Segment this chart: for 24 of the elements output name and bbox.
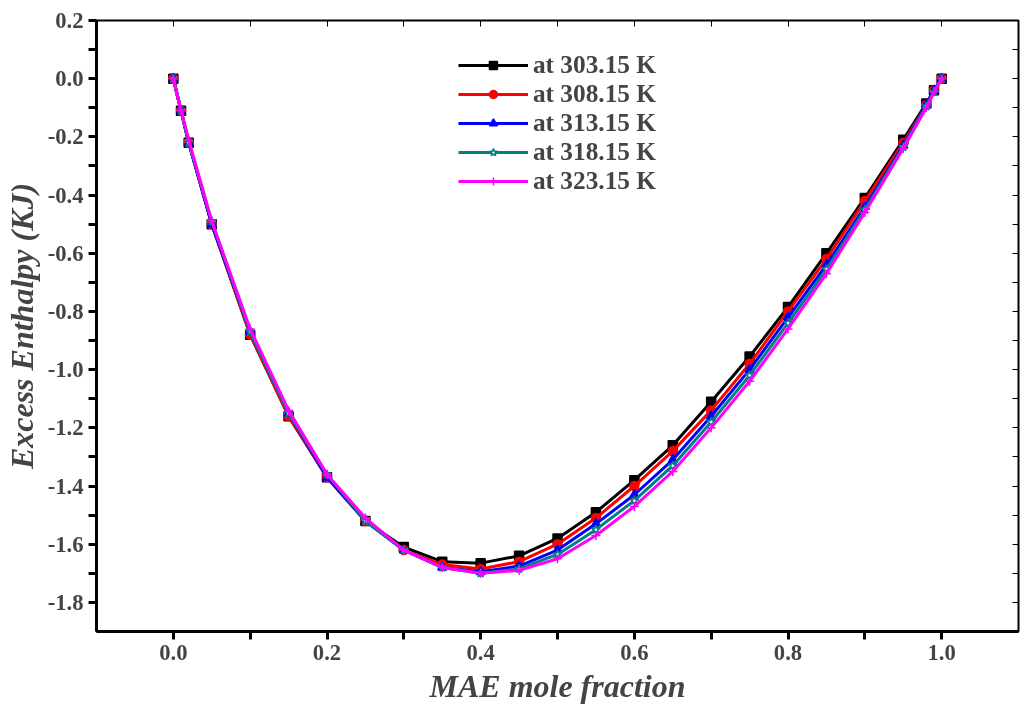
x-tick-label: 0.8 xyxy=(773,639,803,665)
legend-label: at 313.15 K xyxy=(532,108,657,137)
x-tick-label: 0.4 xyxy=(466,639,495,665)
y-tick-label: -1.6 xyxy=(47,531,84,557)
y-tick-label: -0.4 xyxy=(47,182,84,208)
y-tick-label: -1.4 xyxy=(47,473,84,499)
x-tick-label: 0.6 xyxy=(620,639,649,665)
x-tick-label: 1.0 xyxy=(927,639,956,665)
y-tick-label: 0.2 xyxy=(55,8,84,33)
legend-label: at 323.15 K xyxy=(532,166,657,195)
legend-label: at 318.15 K xyxy=(532,137,657,166)
x-tick-label: 0.2 xyxy=(312,639,342,665)
y-tick-label: -0.8 xyxy=(47,298,84,324)
y-tick-label: 0.0 xyxy=(55,66,84,92)
y-tick-label: -0.6 xyxy=(47,240,84,266)
legend-label: at 308.15 K xyxy=(532,79,657,108)
y-axis-title: Excess Enthalpy (KJ) xyxy=(3,182,40,471)
x-tick-label: 0.0 xyxy=(159,639,188,665)
x-axis-title: MAE mole fraction xyxy=(428,667,686,704)
y-tick-label: -1.0 xyxy=(47,357,84,383)
legend-label: at 303.15 K xyxy=(532,50,657,79)
y-tick-label: -1.2 xyxy=(47,415,84,441)
y-tick-label: -1.8 xyxy=(47,589,84,615)
y-tick-label: -0.2 xyxy=(47,124,84,150)
